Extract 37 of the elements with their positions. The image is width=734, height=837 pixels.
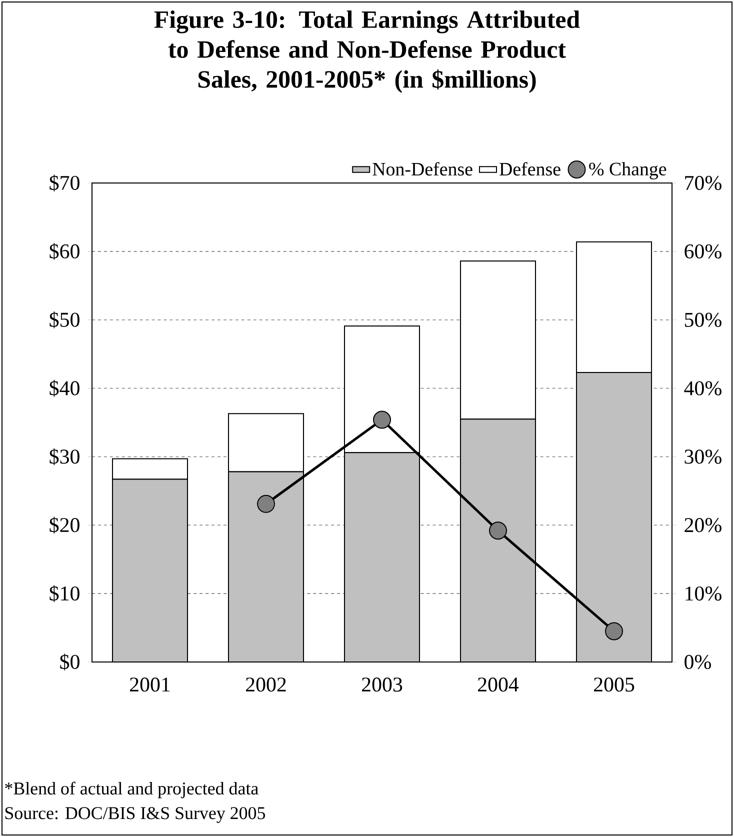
y-tick-label: $30 bbox=[50, 448, 80, 466]
point bbox=[605, 622, 624, 640]
bar bbox=[228, 472, 304, 662]
x-tick-label: 2001 bbox=[130, 678, 170, 692]
bar bbox=[344, 452, 420, 662]
y-tick-label: $60 bbox=[50, 243, 80, 260]
legend-label: Defense bbox=[500, 162, 560, 176]
source-note: Source: DOC/BIS I&S Survey 2005 bbox=[5, 807, 266, 823]
x-tick-label: 2005 bbox=[594, 678, 634, 692]
text: *Blend of actual and projected data bbox=[5, 782, 258, 798]
y2-tick-label: 10% bbox=[686, 586, 722, 601]
bar bbox=[228, 413, 304, 472]
y2-tick-label: 30% bbox=[684, 450, 722, 464]
x-tick-label: 2004 bbox=[478, 678, 519, 692]
bar bbox=[460, 419, 536, 662]
y-tick-label: $40 bbox=[50, 380, 80, 397]
y-tick-label: $10 bbox=[50, 585, 80, 602]
bar bbox=[576, 372, 652, 662]
legend-label: Non-Defense bbox=[372, 162, 472, 176]
y2-tick-label: 50% bbox=[684, 312, 722, 327]
y-tick-label: $50 bbox=[50, 311, 80, 328]
x-tick-label: 2002 bbox=[246, 678, 286, 692]
legend-label: % Change bbox=[589, 162, 666, 180]
y2-tick-label: 20% bbox=[684, 518, 722, 532]
y-tick-label: $0 bbox=[60, 654, 80, 670]
x-tick-label: 2003 bbox=[362, 678, 402, 692]
y2-tick-label: 40% bbox=[684, 381, 722, 396]
y-tick-label: $20 bbox=[50, 516, 80, 534]
y2-tick-label: 60% bbox=[684, 244, 722, 259]
chart-title: Figure 3-10: Total Earnings Attributed to Defense and Non-Defense Product Sales, 2001-2005* (in $millions) bbox=[154, 10, 580, 93]
y2-tick-label: 0% bbox=[684, 654, 711, 670]
y2-tick-label: 70% bbox=[685, 176, 722, 190]
point bbox=[257, 494, 276, 513]
y-tick-label: $70 bbox=[50, 174, 80, 192]
bar bbox=[112, 479, 188, 662]
point bbox=[373, 410, 392, 429]
point bbox=[489, 522, 508, 540]
